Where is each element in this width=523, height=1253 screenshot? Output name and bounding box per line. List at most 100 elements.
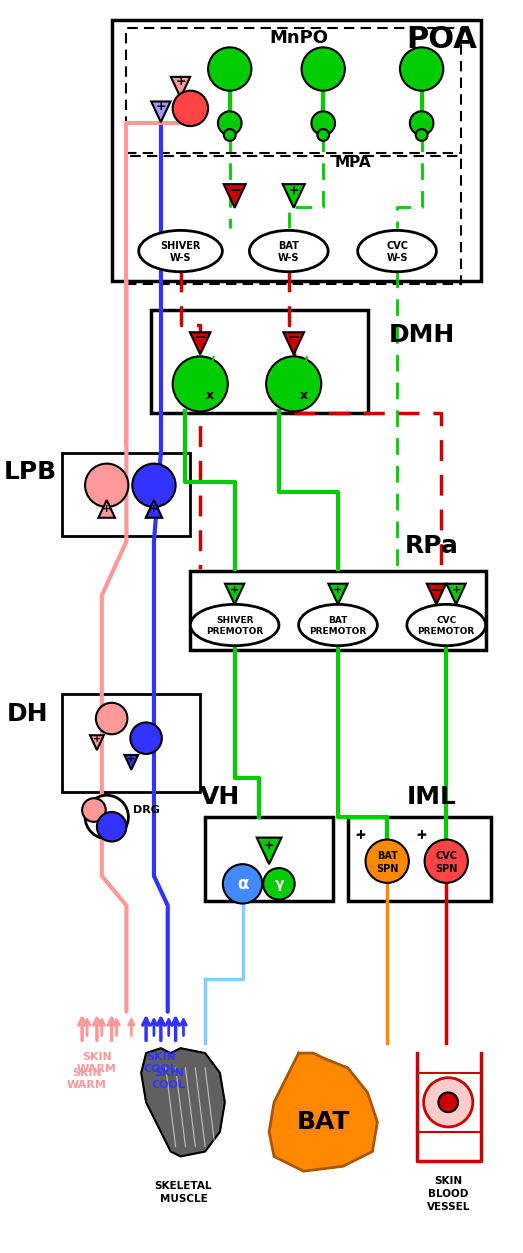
Text: +: +	[93, 734, 101, 744]
Circle shape	[218, 112, 242, 135]
Circle shape	[317, 129, 329, 140]
Text: BAT: BAT	[297, 1110, 350, 1134]
Text: SPN: SPN	[376, 865, 399, 875]
Text: BLOOD: BLOOD	[428, 1189, 469, 1199]
Text: SKIN
WARM: SKIN WARM	[77, 1053, 117, 1074]
Circle shape	[85, 464, 128, 507]
Text: PREMOTOR: PREMOTOR	[417, 628, 475, 637]
Text: WARM: WARM	[67, 1080, 107, 1090]
Text: VESSEL: VESSEL	[427, 1202, 470, 1212]
Text: MnPO: MnPO	[269, 29, 328, 46]
Polygon shape	[269, 1053, 378, 1172]
Text: LPB: LPB	[4, 461, 56, 485]
Text: BAT: BAT	[377, 851, 397, 861]
Bar	[127, 28, 461, 153]
Text: x: x	[206, 390, 214, 402]
Circle shape	[424, 1078, 473, 1126]
Bar	[190, 571, 485, 649]
Circle shape	[410, 112, 434, 135]
Bar	[111, 20, 481, 281]
Text: x: x	[300, 390, 308, 402]
Circle shape	[400, 48, 444, 90]
Text: DRG: DRG	[133, 804, 160, 814]
Text: IML: IML	[406, 786, 457, 809]
Polygon shape	[124, 754, 138, 769]
Polygon shape	[224, 184, 246, 208]
Polygon shape	[90, 736, 104, 751]
Text: PREMOTOR: PREMOTOR	[206, 628, 263, 637]
Polygon shape	[283, 184, 305, 208]
Circle shape	[302, 48, 345, 90]
Circle shape	[416, 129, 427, 140]
Circle shape	[425, 840, 468, 883]
Polygon shape	[447, 584, 465, 604]
Text: +: +	[416, 828, 427, 841]
Text: MUSCLE: MUSCLE	[160, 1194, 207, 1204]
Text: VH: VH	[200, 786, 240, 809]
Circle shape	[97, 812, 127, 842]
Text: W-S: W-S	[278, 253, 300, 263]
Text: +: +	[175, 75, 186, 88]
Text: SHIVER: SHIVER	[161, 241, 201, 251]
Text: +: +	[288, 183, 299, 197]
Circle shape	[263, 868, 294, 900]
Text: +: +	[264, 840, 275, 852]
Polygon shape	[328, 584, 348, 604]
Text: SPN: SPN	[435, 865, 458, 875]
Circle shape	[224, 129, 236, 140]
Text: α: α	[237, 875, 248, 893]
Text: +: +	[355, 828, 367, 842]
Circle shape	[173, 356, 228, 411]
Text: SHIVER: SHIVER	[216, 615, 254, 624]
Text: SKIN: SKIN	[72, 1068, 102, 1078]
Bar	[127, 155, 461, 283]
Circle shape	[96, 703, 128, 734]
Ellipse shape	[299, 604, 378, 645]
Ellipse shape	[358, 231, 436, 272]
Ellipse shape	[190, 604, 279, 645]
Bar	[348, 817, 491, 901]
Text: +: +	[230, 585, 240, 595]
Text: CVC: CVC	[435, 851, 457, 861]
Circle shape	[132, 464, 176, 507]
Circle shape	[438, 1093, 458, 1113]
Polygon shape	[146, 500, 162, 517]
Polygon shape	[257, 837, 281, 865]
Polygon shape	[225, 584, 244, 604]
Text: RPa: RPa	[405, 534, 459, 559]
Bar	[151, 309, 368, 413]
Circle shape	[366, 840, 409, 883]
Text: CVC: CVC	[436, 615, 457, 624]
Text: +: +	[127, 754, 135, 764]
Circle shape	[130, 723, 162, 754]
Text: DMH: DMH	[389, 323, 455, 347]
Text: −: −	[194, 331, 207, 345]
Circle shape	[311, 112, 335, 135]
Polygon shape	[151, 101, 170, 122]
Polygon shape	[98, 500, 115, 517]
Text: BAT: BAT	[328, 615, 348, 624]
Circle shape	[266, 356, 321, 411]
Circle shape	[173, 90, 208, 127]
Text: +: +	[333, 585, 343, 595]
Text: PREMOTOR: PREMOTOR	[310, 628, 367, 637]
Text: SKIN
COOL: SKIN COOL	[144, 1053, 178, 1074]
Text: −: −	[287, 331, 300, 345]
Text: COOL: COOL	[152, 1080, 186, 1090]
Ellipse shape	[139, 231, 222, 272]
Polygon shape	[141, 1049, 225, 1157]
Bar	[62, 694, 200, 792]
Text: −: −	[430, 583, 442, 596]
Text: +: +	[355, 828, 366, 841]
Text: +: +	[155, 100, 166, 113]
Text: MPA: MPA	[334, 155, 371, 170]
Circle shape	[82, 798, 106, 822]
Bar	[62, 452, 190, 536]
Circle shape	[85, 796, 128, 838]
Polygon shape	[190, 332, 211, 355]
Text: +: +	[102, 504, 111, 514]
Ellipse shape	[249, 231, 328, 272]
Text: γ: γ	[274, 877, 283, 891]
Text: SKIN: SKIN	[434, 1177, 462, 1187]
Text: W-S: W-S	[386, 253, 408, 263]
